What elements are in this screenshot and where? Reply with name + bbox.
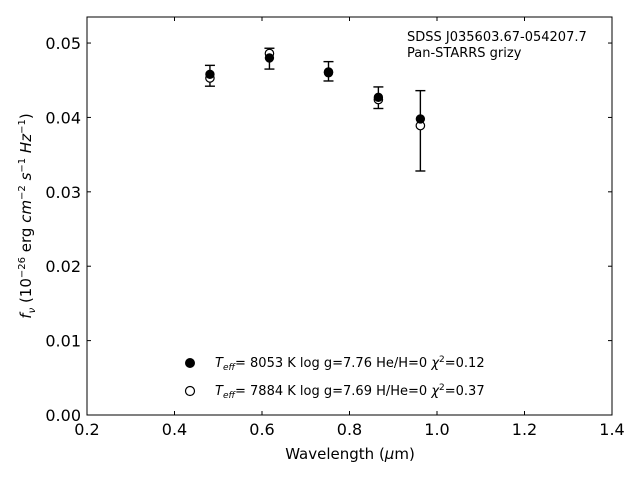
x-tick-label: 0.4: [162, 420, 187, 439]
y-tick-label: 0.05: [45, 34, 81, 53]
y-tick-label: 0.01: [45, 332, 81, 351]
x-tick-label: 1.0: [424, 420, 449, 439]
data-points: [205, 48, 426, 131]
plot-area: [86, 16, 613, 416]
x-tick-label: 0.2: [74, 420, 99, 439]
legend: Teff= 8053 K log g=7.76 He/H=0 χ2=0.12 T…: [184, 355, 485, 401]
y-tick-label: 0.04: [45, 108, 81, 127]
model-point-filled: [205, 69, 215, 79]
ticks: 0.2 0.4 0.6 0.8 1.0 1.2 1.4 0.00 0.01 0.02 0.03 0.0…: [45, 17, 625, 439]
y-tick-label: 0.02: [45, 257, 81, 276]
x-tick-label: 1.4: [599, 420, 624, 439]
legend-entry-1: Teff= 8053 K log g=7.76 He/H=0 χ2=0.12: [215, 355, 485, 373]
legend-marker-open: [184, 385, 196, 397]
y-tick-label: 0.03: [45, 183, 81, 202]
annotation-line-1: SDSS J035603.67-054207.7: [407, 30, 587, 45]
y-tick-label: 0.00: [45, 406, 81, 425]
x-axis-label: Wavelength (μm): [285, 445, 415, 463]
x-tick-label: 0.6: [249, 420, 274, 439]
legend-marker-filled: [185, 358, 195, 368]
legend-entry-2: Teff= 7884 K log g=7.69 H/He=0 χ2=0.37: [215, 383, 485, 401]
y-axis-label: fν (10−26 erg cm−2 s−1 Hz−1): [17, 113, 38, 318]
x-tick-label: 0.8: [337, 420, 362, 439]
x-tick-label: 1.2: [512, 420, 537, 439]
model-point-filled: [373, 92, 384, 103]
annotation-line-2: Pan-STARRS grizy: [407, 46, 522, 61]
model-point-filled: [264, 53, 275, 63]
model-point-filled: [323, 68, 334, 78]
model-point-filled: [415, 114, 426, 124]
